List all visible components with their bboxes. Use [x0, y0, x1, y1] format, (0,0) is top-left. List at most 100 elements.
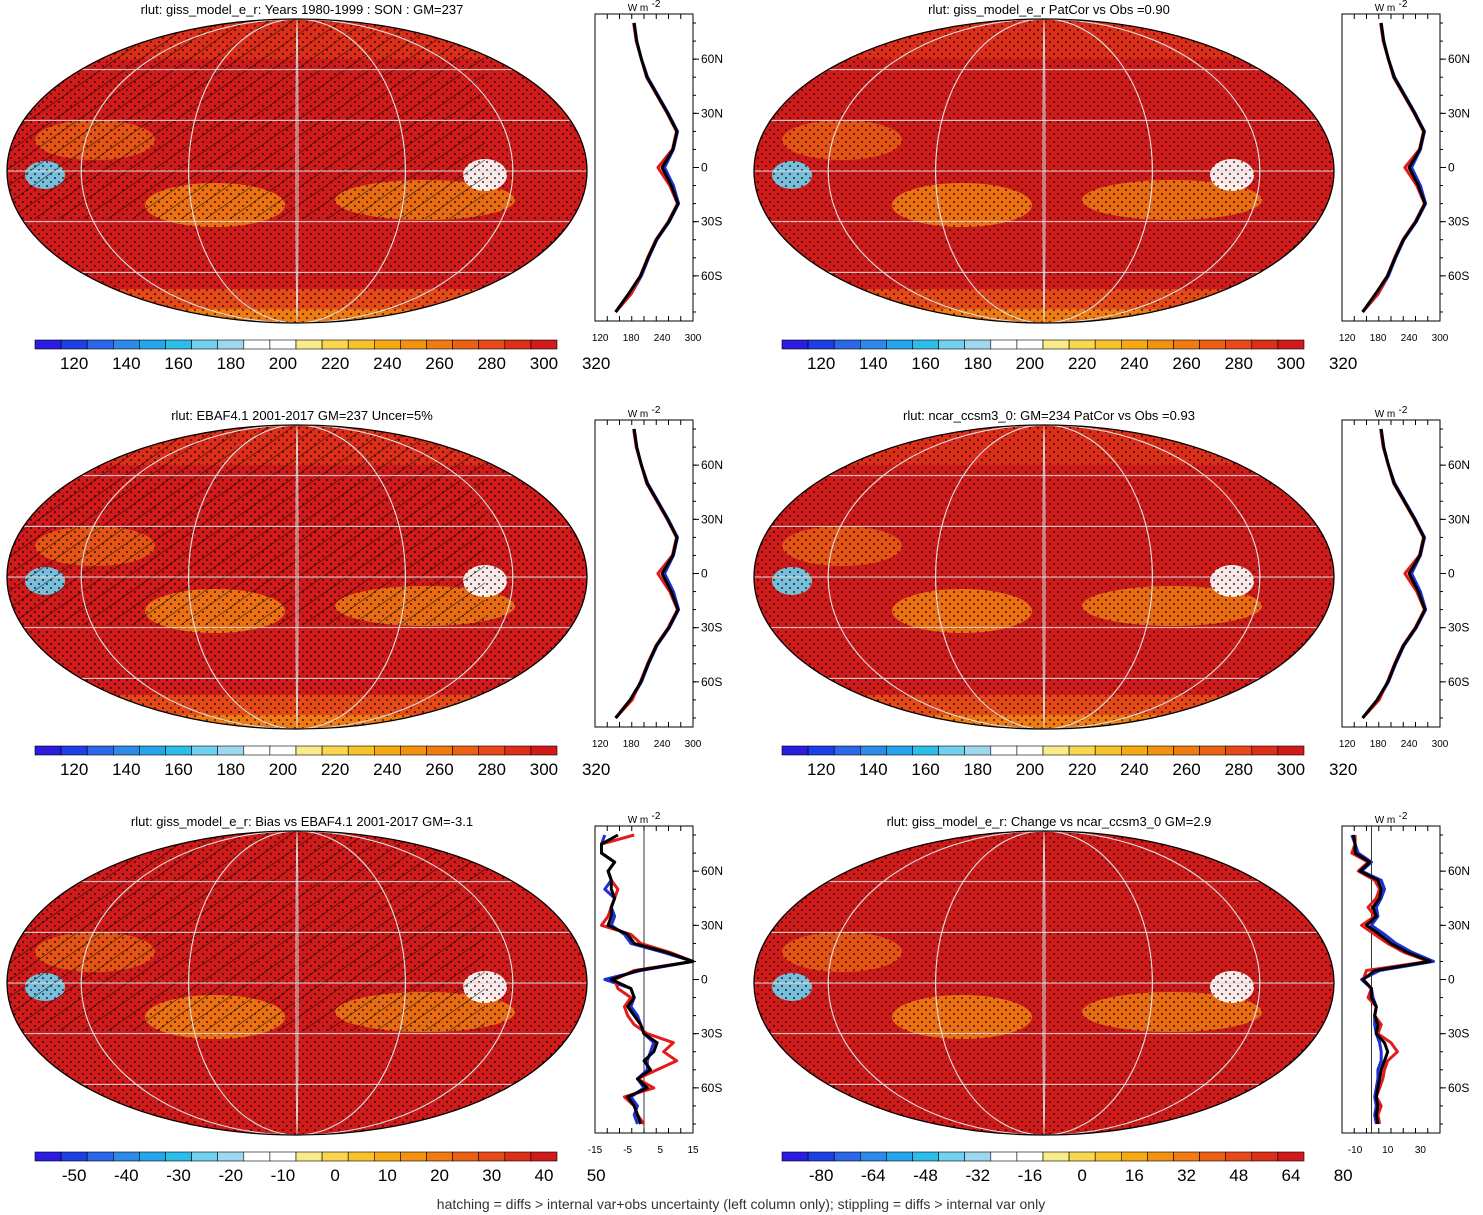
- colorbar-bin: [530, 745, 558, 756]
- profile-unit: W m: [628, 3, 649, 14]
- profile-series-multi: [614, 22, 680, 313]
- profile-frame: [1341, 825, 1441, 1134]
- lat-label: 0: [701, 161, 708, 175]
- colorbar-label: -48: [913, 1166, 938, 1185]
- lat-label: 60S: [701, 1081, 722, 1095]
- lat-label: 30N: [701, 918, 723, 932]
- profile-x-label: 120: [1339, 333, 1356, 344]
- colorbar-bin: [165, 1151, 192, 1162]
- colorbar-bin: [217, 1151, 245, 1162]
- colorbar-bin: [269, 339, 297, 350]
- panel-title: rlut: giss_model_e_r: Years 1980-1999 : …: [141, 2, 464, 17]
- colorbar-bin: [1225, 1151, 1253, 1162]
- colorbar-label: -20: [218, 1166, 243, 1185]
- colorbar-bin: [295, 745, 323, 756]
- colorbar-bin: [990, 339, 1018, 350]
- lat-label: 30N: [701, 106, 723, 120]
- colorbar-bin: [139, 1151, 166, 1162]
- colorbar-label: 180: [964, 354, 992, 373]
- colorbar-bin: [452, 745, 480, 756]
- profile-unit-exp: -2: [652, 0, 661, 10]
- colorbar-bin: [478, 339, 506, 350]
- lat-label: 30S: [701, 1027, 722, 1041]
- map-border: [6, 18, 588, 324]
- colorbar-bin: [60, 745, 88, 756]
- colorbar-bin: [1251, 745, 1279, 756]
- profile-series-obs: [614, 428, 681, 719]
- colorbar-bin: [269, 1151, 297, 1162]
- profile-unit-exp: -2: [1399, 0, 1408, 10]
- colorbar-label: 0: [330, 1166, 339, 1185]
- colorbar-bin: [1199, 745, 1227, 756]
- profile-x-label: 120: [1339, 739, 1356, 750]
- colorbar-bin: [886, 745, 913, 756]
- colorbar-bin: [217, 339, 245, 350]
- colorbar-bin: [1042, 1151, 1070, 1162]
- lat-label: 60S: [701, 269, 722, 283]
- lat-label: 30S: [1448, 215, 1469, 229]
- lat-label: 0: [1448, 973, 1455, 987]
- colorbar-bin: [964, 339, 992, 350]
- colorbar-label: -16: [1018, 1166, 1043, 1185]
- profile-x-label: 180: [1370, 739, 1387, 750]
- profile-x-label: 240: [1401, 739, 1418, 750]
- colorbar-bin: [1120, 745, 1148, 756]
- colorbar-label: 220: [1068, 354, 1096, 373]
- colorbar-bin: [243, 339, 271, 350]
- profile-x-label: 300: [1432, 739, 1449, 750]
- colorbar-bin: [1068, 1151, 1096, 1162]
- colorbar-bin: [400, 339, 427, 350]
- colorbar-label: 160: [911, 354, 939, 373]
- profile-x-label: 15: [687, 1145, 699, 1156]
- hatching: [7, 19, 485, 219]
- colorbar-label: 48: [1229, 1166, 1248, 1185]
- colorbar-bin: [86, 339, 114, 350]
- profile-unit-exp: -2: [652, 405, 661, 416]
- colorbar-bin: [400, 745, 427, 756]
- zonal-profile: W m -2 60N 30N 0 30S 60S -15 -5 5 15: [588, 811, 723, 1156]
- profile-x-label: 300: [1432, 333, 1449, 344]
- colorbar-label: 240: [1120, 760, 1148, 779]
- hatching: [7, 831, 485, 1031]
- profile-series-multi: [614, 428, 680, 719]
- colorbar-bin: [321, 339, 349, 350]
- map-field: [754, 831, 1334, 1135]
- colorbar-bin: [938, 339, 966, 350]
- colorbar-bin: [912, 1151, 939, 1162]
- colorbar-bin: [373, 1151, 401, 1162]
- colorbar-bin: [1173, 1151, 1200, 1162]
- colorbar-bin: [347, 339, 375, 350]
- colorbar-bin: [1173, 339, 1200, 350]
- colorbar-bin: [60, 339, 88, 350]
- panel-title: rlut: giss_model_e_r: Change vs ncar_ccs…: [887, 814, 1212, 829]
- profile-x-label: 240: [654, 333, 671, 344]
- colorbar-label: 280: [478, 354, 506, 373]
- panel-title: rlut: giss_model_e_r: Bias vs EBAF4.1 20…: [131, 814, 473, 829]
- colorbar-bin: [191, 1151, 219, 1162]
- chart-panel-3: rlut: EBAF4.1 2001-2017 GM=237 Uncer=5% 1…: [6, 405, 723, 779]
- colorbar-label: 280: [478, 760, 506, 779]
- colorbar-bin: [990, 1151, 1018, 1162]
- lat-label: 60S: [1448, 675, 1469, 689]
- colorbar-bin: [113, 1151, 140, 1162]
- profile-unit: W m: [1375, 815, 1396, 826]
- lat-label: 60N: [701, 458, 723, 472]
- lat-label: 30S: [701, 621, 722, 635]
- map-field: [7, 831, 587, 1135]
- colorbar-bin: [807, 339, 835, 350]
- profile-x-label: -10: [1348, 1145, 1363, 1156]
- profile-series-model: [1361, 428, 1426, 720]
- colorbar-label: 180: [217, 354, 245, 373]
- colorbar-label: 240: [373, 354, 401, 373]
- profile-x-label: 180: [1370, 333, 1387, 344]
- colorbar-label: 320: [1329, 760, 1357, 779]
- chart-panel-6: rlut: giss_model_e_r: Change vs ncar_ccs…: [753, 811, 1470, 1185]
- colorbar-bin: [34, 1151, 62, 1162]
- map-border: [6, 830, 588, 1136]
- colorbar-label: 120: [807, 760, 835, 779]
- panel-title: rlut: giss_model_e_r PatCor vs Obs =0.90: [928, 2, 1170, 17]
- colorbar-label: -64: [861, 1166, 886, 1185]
- colorbar-label: -30: [166, 1166, 191, 1185]
- colorbar-bin: [964, 745, 992, 756]
- colorbar-bin: [1068, 339, 1096, 350]
